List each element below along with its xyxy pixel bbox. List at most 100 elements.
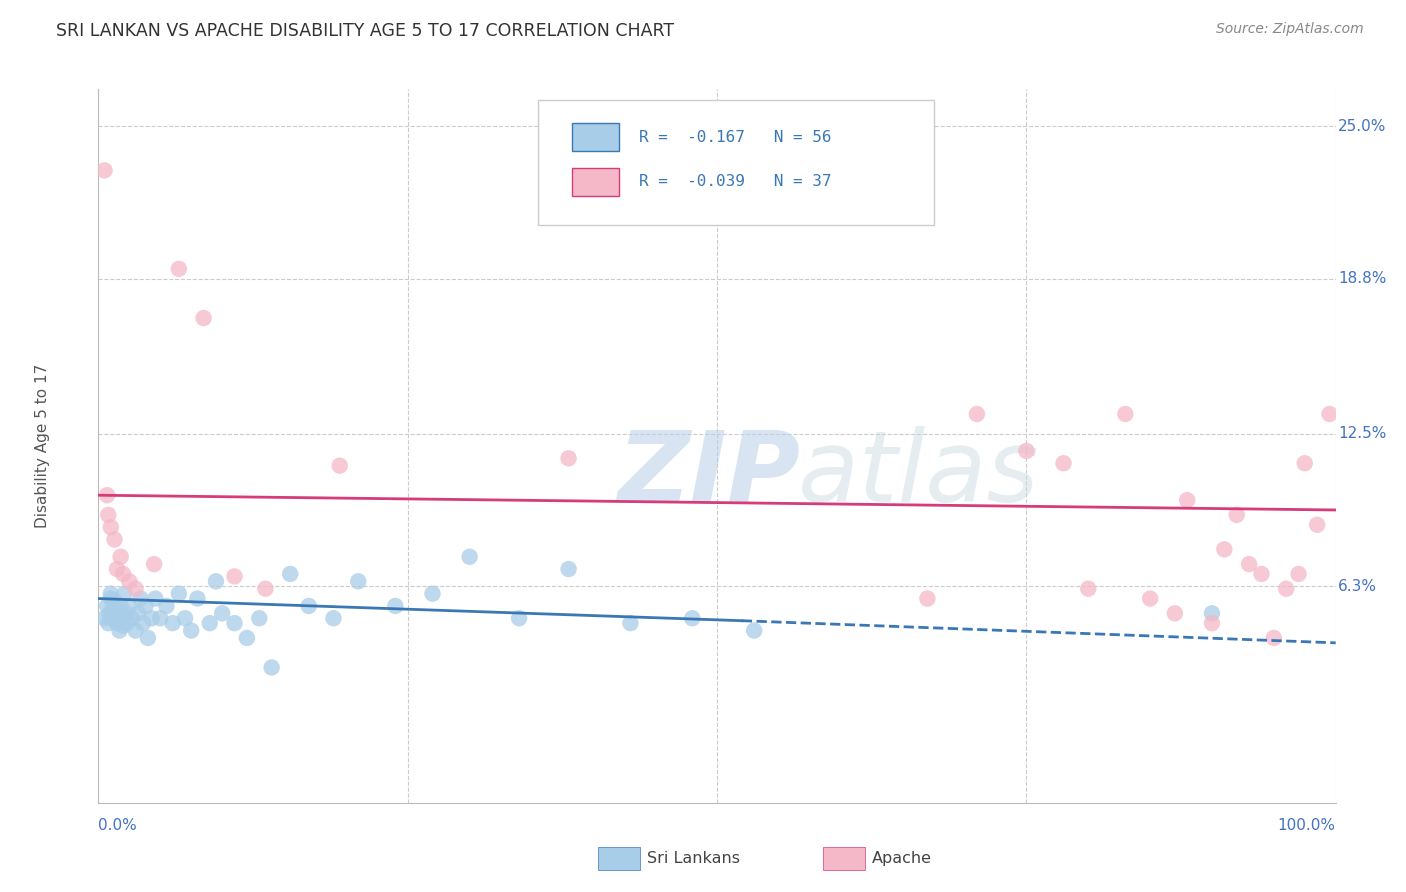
Point xyxy=(134,599,156,613)
Point xyxy=(1175,493,1198,508)
Point xyxy=(104,607,127,621)
Point xyxy=(96,488,118,502)
Point xyxy=(742,624,765,638)
Point xyxy=(1077,582,1099,596)
Point xyxy=(111,611,134,625)
Point xyxy=(211,607,233,621)
Point xyxy=(1213,542,1236,557)
Point xyxy=(557,451,579,466)
Point xyxy=(681,611,703,625)
Point xyxy=(118,574,141,589)
Point xyxy=(105,562,128,576)
Point xyxy=(121,611,143,625)
Point xyxy=(329,458,352,473)
Point xyxy=(105,616,128,631)
Point xyxy=(422,587,444,601)
Point xyxy=(149,611,172,625)
Point xyxy=(347,574,370,589)
Text: Source: ZipAtlas.com: Source: ZipAtlas.com xyxy=(1216,22,1364,37)
Point xyxy=(174,611,197,625)
Point xyxy=(1237,557,1260,571)
Point xyxy=(1201,616,1223,631)
Point xyxy=(143,591,166,606)
Point xyxy=(96,599,118,613)
Point xyxy=(143,557,166,571)
Point xyxy=(1288,566,1310,581)
Point xyxy=(110,599,132,613)
Point xyxy=(254,582,277,596)
Point xyxy=(1139,591,1161,606)
Text: Apache: Apache xyxy=(872,851,932,866)
Point xyxy=(260,660,283,674)
Point xyxy=(1306,517,1329,532)
Point xyxy=(224,569,246,583)
Point xyxy=(141,611,163,625)
Point xyxy=(1263,631,1285,645)
Point xyxy=(112,587,135,601)
Point xyxy=(966,407,988,421)
Text: SRI LANKAN VS APACHE DISABILITY AGE 5 TO 17 CORRELATION CHART: SRI LANKAN VS APACHE DISABILITY AGE 5 TO… xyxy=(56,22,675,40)
Point xyxy=(107,604,129,618)
Point xyxy=(508,611,530,625)
Point xyxy=(97,508,120,522)
Point xyxy=(278,566,301,581)
Text: 12.5%: 12.5% xyxy=(1339,426,1386,442)
Point xyxy=(124,624,146,638)
Text: Sri Lankans: Sri Lankans xyxy=(647,851,740,866)
Point xyxy=(1319,407,1341,421)
Point xyxy=(100,587,122,601)
Point xyxy=(1294,456,1316,470)
Point xyxy=(155,599,177,613)
Point xyxy=(1226,508,1249,522)
Point xyxy=(110,549,132,564)
Point xyxy=(108,624,131,638)
Point xyxy=(1164,607,1187,621)
Point xyxy=(103,533,125,547)
Point xyxy=(205,574,228,589)
Point xyxy=(100,591,122,606)
Point xyxy=(93,163,115,178)
Point xyxy=(103,594,125,608)
Point xyxy=(458,549,481,564)
Point xyxy=(136,631,159,645)
Point xyxy=(97,616,120,631)
Point xyxy=(1250,566,1272,581)
Point xyxy=(162,616,184,631)
Point xyxy=(619,616,641,631)
Point xyxy=(1275,582,1298,596)
Point xyxy=(103,601,125,615)
Point xyxy=(112,618,135,632)
Text: R =  -0.167   N = 56: R = -0.167 N = 56 xyxy=(640,129,831,145)
Point xyxy=(322,611,344,625)
Point xyxy=(198,616,221,631)
Point xyxy=(132,616,155,631)
Point xyxy=(114,607,136,621)
Point xyxy=(127,607,149,621)
Point xyxy=(167,261,190,276)
Point xyxy=(236,631,259,645)
Text: ZIP: ZIP xyxy=(619,426,801,523)
Point xyxy=(917,591,939,606)
Point xyxy=(247,611,270,625)
Point xyxy=(93,611,115,625)
Point xyxy=(1201,607,1223,621)
Text: 100.0%: 100.0% xyxy=(1278,818,1336,832)
Point xyxy=(1015,444,1038,458)
FancyBboxPatch shape xyxy=(537,100,934,225)
Point xyxy=(118,599,141,613)
Text: 0.0%: 0.0% xyxy=(98,818,138,832)
Text: 18.8%: 18.8% xyxy=(1339,271,1386,286)
Point xyxy=(129,591,152,606)
Text: atlas: atlas xyxy=(797,426,1039,523)
Point xyxy=(115,616,138,631)
Bar xyxy=(572,123,619,151)
Point xyxy=(124,582,146,596)
Text: Disability Age 5 to 17: Disability Age 5 to 17 xyxy=(35,364,51,528)
Text: R =  -0.039   N = 37: R = -0.039 N = 37 xyxy=(640,175,831,189)
Point xyxy=(186,591,208,606)
Point xyxy=(101,611,124,625)
Point xyxy=(98,607,121,621)
Point xyxy=(167,587,190,601)
Text: 6.3%: 6.3% xyxy=(1339,579,1376,594)
Point xyxy=(112,566,135,581)
